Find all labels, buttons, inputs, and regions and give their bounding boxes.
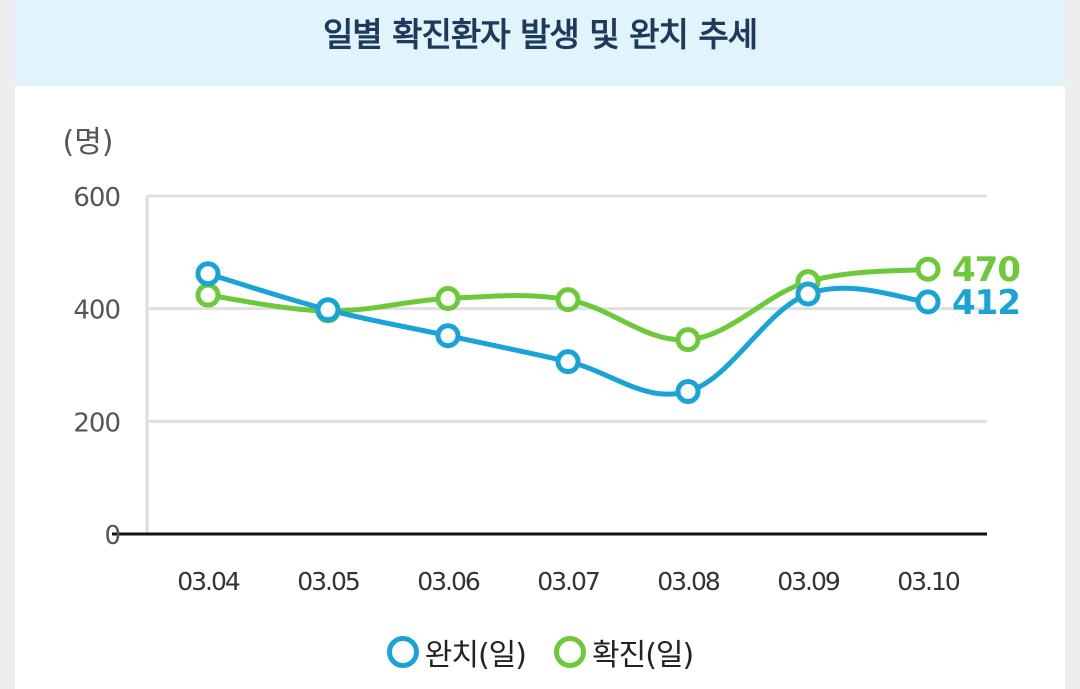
end-value-label: 412 [952,283,1020,323]
y-tick-label: 600 [73,183,120,213]
data-point[interactable] [675,327,701,353]
data-point[interactable] [915,289,941,315]
legend-item-confirmed[interactable]: 확진(일) [554,630,694,674]
data-point[interactable] [195,261,221,287]
data-point[interactable] [195,282,221,308]
x-tick-label: 03.07 [537,567,599,596]
chart-card: 일별 확진환자 발생 및 완치 추세 [15,0,1065,689]
legend-marker-recovered [386,636,419,668]
y-tick-label: 400 [73,296,120,326]
chart-title: 일별 확진환자 발생 및 완치 추세 [322,15,758,54]
x-tick-label: 03.05 [297,567,359,596]
y-axis-label: (명) [62,125,113,160]
data-point[interactable] [435,286,461,312]
legend: 완치(일) 확진(일) [0,624,1080,680]
x-tick-label: 03.09 [777,567,840,596]
x-tick-label: 03.10 [897,567,960,596]
x-tick-label: 03.04 [177,567,240,596]
legend-label-confirmed: 확진(일) [592,638,694,673]
legend-label-recovered: 완치(일) [424,638,527,673]
x-tick-label: 03.06 [417,567,480,596]
data-point[interactable] [435,323,461,349]
data-point[interactable] [675,378,701,404]
end-value-label: 470 [952,250,1020,290]
data-point[interactable] [555,349,581,375]
legend-marker-confirmed [554,636,586,668]
y-tick-label: 200 [73,408,120,438]
data-point[interactable] [315,297,341,323]
chart-header: 일별 확진환자 발생 및 완치 추세 [15,0,1065,86]
data-point[interactable] [795,281,821,307]
data-point[interactable] [915,256,941,282]
data-point[interactable] [555,287,581,313]
y-tick-label: 0 [104,521,120,551]
x-tick-label: 03.08 [657,567,720,596]
legend-item-recovered[interactable]: 완치(일) [386,630,527,674]
